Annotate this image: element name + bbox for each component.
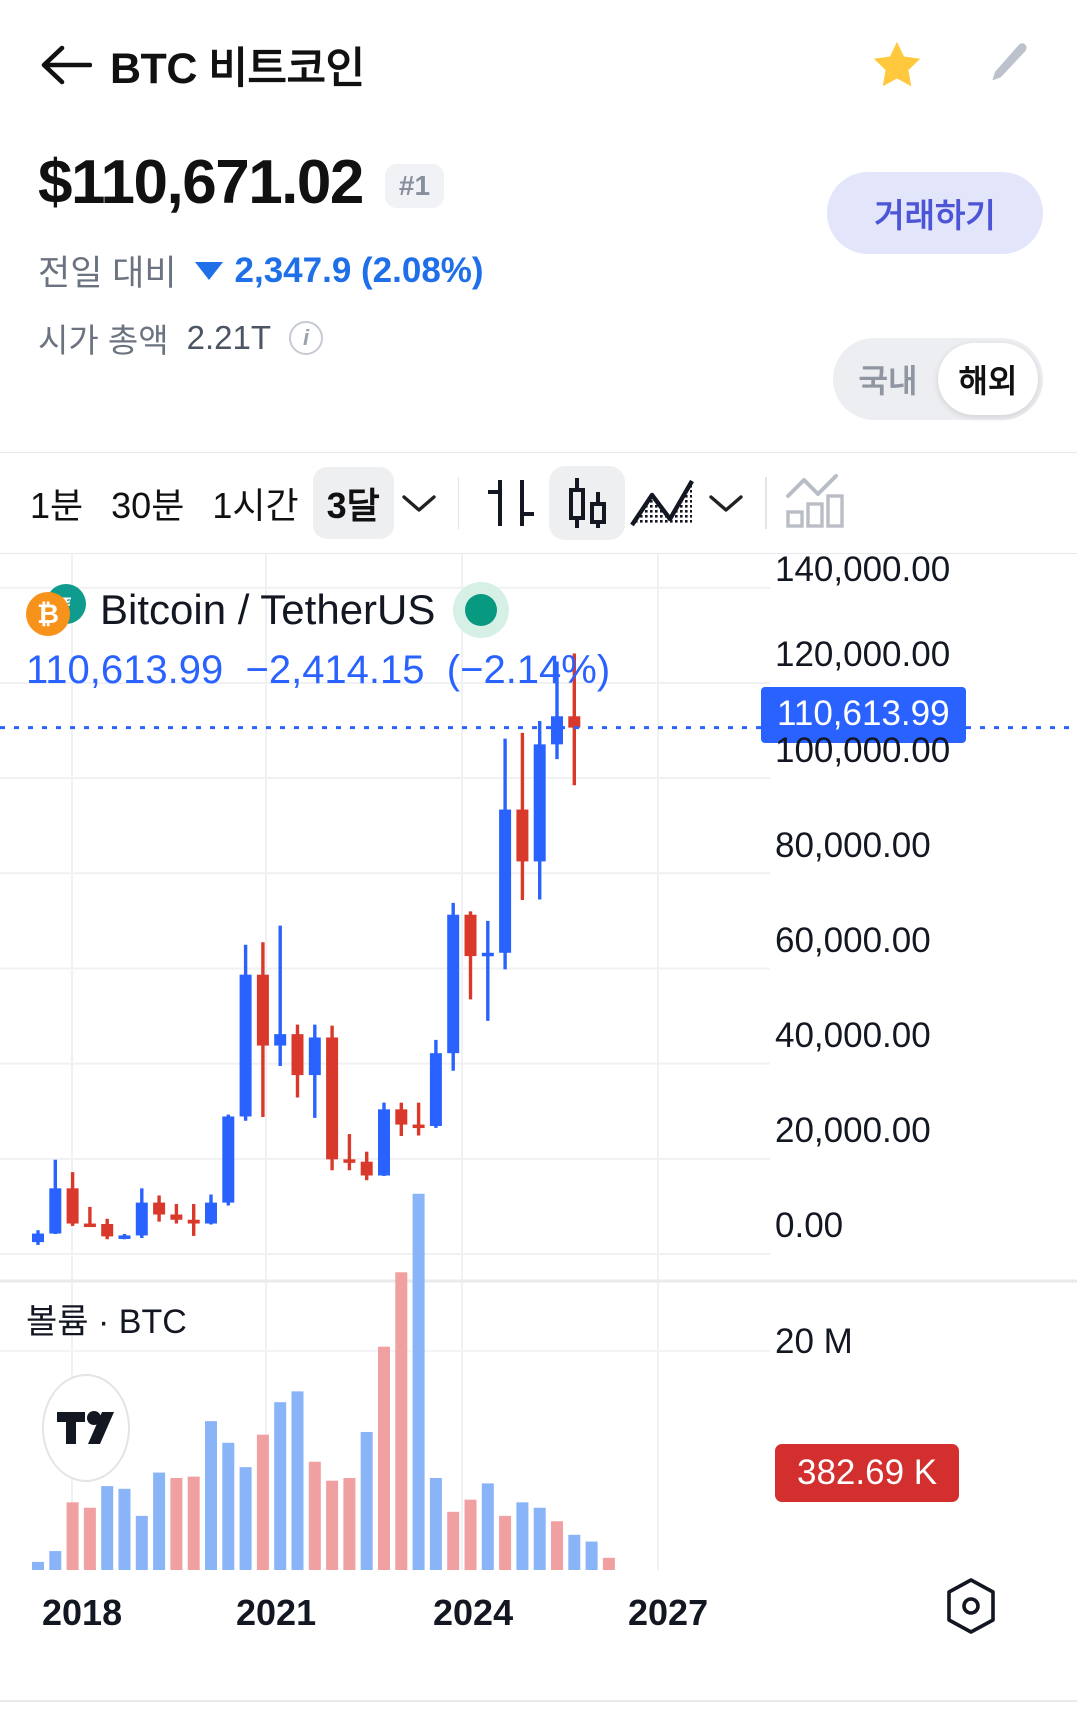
time-axis[interactable]: 2018 2021 2024 2027	[0, 1574, 1077, 1664]
volume-axis-label: 20 M	[775, 1322, 853, 1361]
chart-area[interactable]: ₮ ₿ Bitcoin / TetherUS 110,613.99 −2,414…	[0, 550, 1077, 1664]
indicator-chart-icon[interactable]	[625, 466, 701, 540]
page-title: BTC 비트코인	[110, 34, 365, 96]
trade-button[interactable]: 거래하기	[827, 172, 1043, 254]
legend-change-pct: (−2.14%)	[446, 648, 611, 692]
market-cap-row: 시가 총액 2.21T i	[38, 314, 738, 362]
price-axis-label: 60,000.00	[775, 921, 931, 960]
info-icon[interactable]: i	[289, 321, 323, 356]
market-open-dot-icon	[453, 582, 510, 638]
price-row: $110,671.02 #1	[38, 150, 738, 215]
price-axis-label: 140,000.00	[775, 550, 951, 589]
chart-legend: ₮ ₿ Bitcoin / TetherUS	[26, 582, 510, 638]
time-axis-label: 2024	[433, 1592, 514, 1633]
price-axis[interactable]: 140,000.00 120,000.00 110,613.99 100,000…	[761, 550, 1077, 1664]
timeframe-chevron-down-icon[interactable]	[396, 480, 442, 526]
segment-domestic[interactable]: 국내	[858, 363, 918, 399]
toolbar-divider-1	[457, 477, 460, 529]
legend-title: Bitcoin / TetherUS	[100, 586, 436, 633]
price-axis-label: 120,000.00	[775, 635, 951, 674]
time-axis-label: 2027	[628, 1592, 709, 1633]
price-axis-label: 20,000.00	[775, 1111, 931, 1150]
volume-value-badge: 382.69 K	[775, 1444, 960, 1502]
page-title-symbol: BTC	[110, 45, 197, 93]
market-cap-value: 2.21T	[186, 319, 271, 357]
pencil-icon[interactable]	[975, 33, 1039, 97]
bar-chart-style-icon[interactable]	[473, 466, 549, 540]
price-axis-label: 100,000.00	[775, 731, 951, 770]
page-title-name: 비트코인	[208, 45, 365, 93]
top-app-bar: BTC 비트코인	[0, 0, 1077, 130]
indicator-chevron-down-icon[interactable]	[703, 480, 749, 526]
pair-icons: ₮ ₿	[26, 584, 88, 636]
time-axis-label: 2018	[42, 1592, 123, 1633]
candlestick-style-icon[interactable]	[549, 466, 626, 540]
rank-badge: #1	[384, 164, 445, 208]
quote-summary: $110,671.02 #1 전일 대비 2,347.9 (2.08%) 시가 …	[38, 150, 738, 362]
tradingview-logo-icon	[42, 1374, 130, 1482]
timeframe-1m[interactable]: 1분	[30, 485, 84, 526]
toolbar-divider-2	[765, 477, 767, 529]
legend-change-abs: −2,414.15	[245, 648, 425, 692]
triangle-down-icon	[194, 261, 223, 280]
legend-quote-line: 110,613.99 −2,414.15 (−2.14%)	[26, 648, 610, 693]
market-cap-label: 시가 총액	[38, 322, 169, 360]
chart-settings-icon[interactable]	[941, 1576, 1001, 1636]
daily-change-row: 전일 대비 2,347.9 (2.08%)	[38, 245, 738, 296]
candlestick-chart-canvas[interactable]	[0, 554, 1077, 1664]
market-open-dot-inner	[465, 594, 498, 626]
legend-last-price: 110,613.99	[26, 648, 224, 692]
price-axis-label: 40,000.00	[775, 1016, 931, 1055]
back-arrow-icon[interactable]	[38, 37, 94, 93]
expand-chart-icon[interactable]	[781, 466, 857, 540]
price-axis-label: 80,000.00	[775, 826, 931, 865]
timeframe-1h[interactable]: 1시간	[212, 485, 299, 526]
segment-overseas[interactable]: 해외	[938, 343, 1038, 415]
change-label: 전일 대비	[38, 254, 177, 294]
timeframe-30m[interactable]: 30분	[111, 485, 185, 526]
chart-toolbar: 1분 30분 1시간 3달	[0, 452, 1077, 554]
current-price: $110,671.02	[38, 148, 364, 217]
time-axis-label: 2021	[236, 1592, 317, 1633]
volume-pane-label: 볼륨 · BTC	[26, 1303, 187, 1341]
star-icon[interactable]	[865, 33, 929, 97]
bitcoin-icon: ₿	[26, 592, 70, 636]
bottom-divider	[0, 1700, 1077, 1702]
timeframe-3month[interactable]: 3달	[312, 467, 394, 539]
price-axis-label: 0.00	[775, 1206, 844, 1245]
market-scope-segmented-control: 국내 해외	[833, 338, 1043, 420]
top-bar-actions	[865, 33, 1039, 97]
change-value: 2,347.9 (2.08%)	[234, 250, 484, 290]
current-price-badge: 110,613.99	[761, 687, 966, 743]
